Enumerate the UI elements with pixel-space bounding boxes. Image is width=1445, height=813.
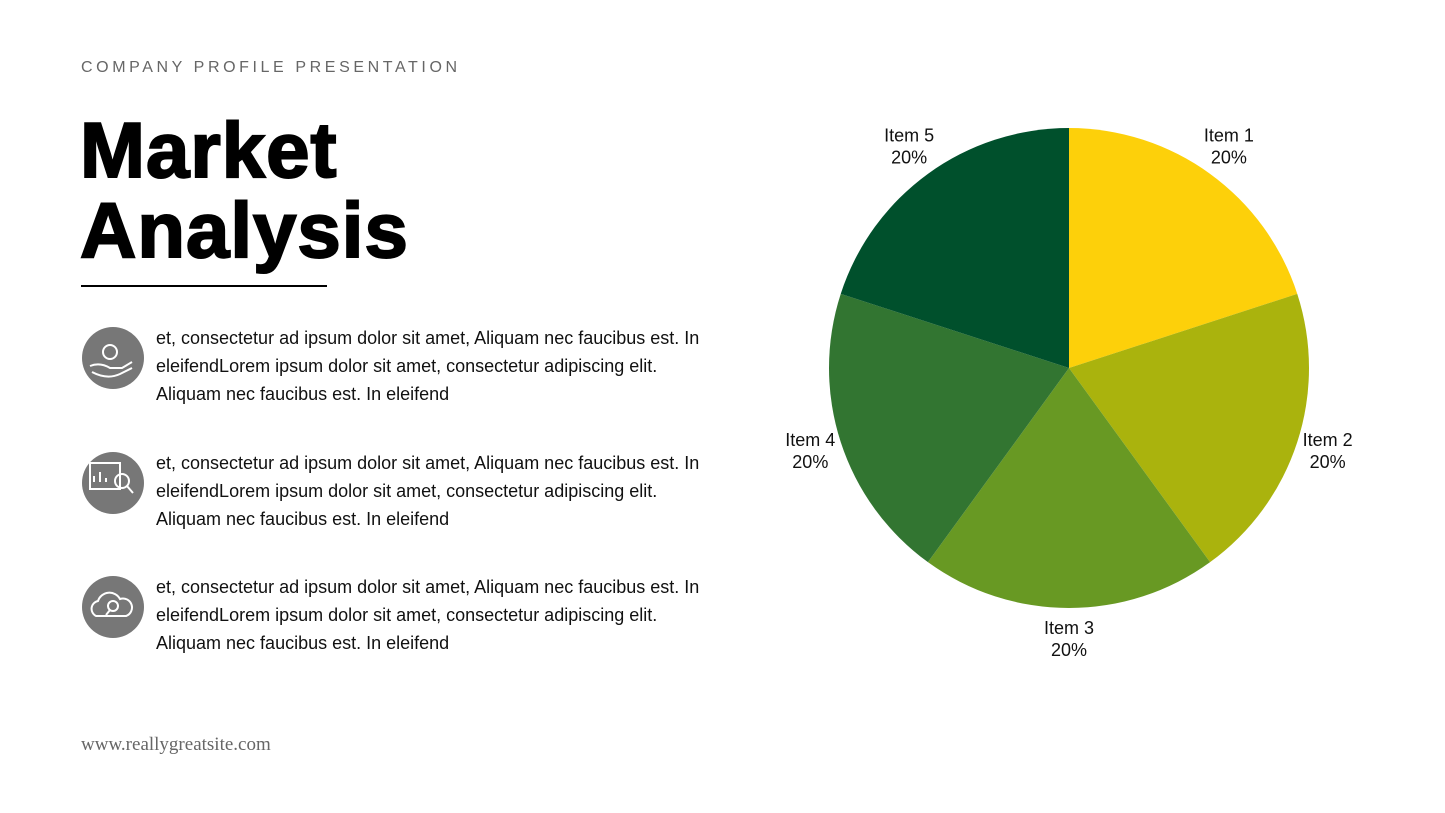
website: www.reallygreatsite.com xyxy=(81,734,271,755)
title: Market xyxy=(79,106,338,194)
value-label: 20% xyxy=(1211,148,1247,168)
icon xyxy=(82,327,144,638)
item-text: et, consectetur ad ipsum dolor sit amet,… xyxy=(156,328,700,404)
pie-slice xyxy=(1069,128,1298,368)
slice-label: Item 4 xyxy=(785,430,835,450)
slice-label: Item 3 xyxy=(1044,618,1094,638)
value-label: 20% xyxy=(1051,640,1087,660)
pie-slice xyxy=(829,293,1069,563)
pie-slice xyxy=(1069,293,1309,563)
slice-label: Item 5 xyxy=(884,126,934,146)
subtitle: COMPANY PROFILE PRESENTATION xyxy=(81,59,461,76)
value-label: 20% xyxy=(792,452,828,472)
divider xyxy=(81,285,327,287)
item-text: et, consectetur ad ipsum dolor sit amet,… xyxy=(156,453,700,529)
pie-slice xyxy=(927,368,1211,608)
value-label: 20% xyxy=(1310,452,1346,472)
slice-label: Item 1 xyxy=(1204,126,1254,146)
title: Analysis xyxy=(79,186,409,274)
item-text: et, consectetur ad ipsum dolor sit amet,… xyxy=(156,577,700,653)
slice-label: Item 2 xyxy=(1303,430,1353,450)
value-label: 20% xyxy=(891,148,927,168)
pie-slice xyxy=(840,128,1069,368)
